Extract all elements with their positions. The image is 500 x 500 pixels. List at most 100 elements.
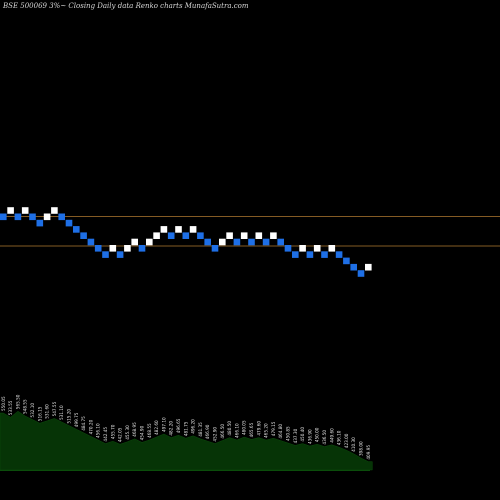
up-brick [21,207,29,214]
down-brick [284,245,292,252]
volume-label: 516.15 [37,406,42,421]
volume-label: 468.95 [132,422,137,437]
up-brick [365,263,372,271]
volume-label: 466.90 [205,424,210,439]
up-brick [7,207,14,214]
down-brick [357,270,365,277]
volume-label: 550.05 [1,396,6,411]
down-brick [306,251,314,258]
up-brick [153,232,160,239]
volume-label: 465.65 [249,422,254,437]
up-brick [109,245,117,252]
down-brick [0,213,7,221]
up-brick [124,245,131,252]
volume-label: 496.65 [176,418,181,433]
volume-label: 533.55 [8,400,13,415]
down-brick [248,238,255,246]
volume-label: 468.55 [147,423,152,438]
down-brick [65,219,73,227]
up-brick [240,232,248,239]
volume-label: 398.00 [359,441,364,456]
volume-label: 481.35 [198,422,203,437]
down-brick [116,251,124,258]
volume-label: 455.70 [110,424,115,439]
volume-label: 423.00 [344,433,349,448]
down-brick [343,257,350,265]
volume-label: 409.95 [366,445,371,460]
volume-label: 450.85 [286,426,291,441]
down-brick [102,251,109,258]
volume-label: 481.75 [183,421,188,436]
up-brick [328,245,336,252]
volume-label: 455.30 [125,425,130,440]
up-brick [146,238,153,246]
volume-label: 484.75 [81,416,86,431]
up-brick [255,232,263,239]
volume-label: 499.75 [74,412,79,427]
volume-label: 547.55 [52,401,57,416]
volume-label: 532.10 [30,403,35,418]
up-brick [131,238,138,246]
up-brick [226,232,233,239]
down-brick [233,238,241,246]
volume-label: 436.50 [322,430,327,445]
down-brick [36,219,44,227]
volume-label: 464.80 [278,424,283,439]
volume-label: 454.90 [140,425,145,440]
volume-label: 482.20 [169,421,174,436]
volume-label: 442.05 [118,427,123,442]
down-brick [277,238,284,246]
up-brick [299,245,306,252]
volume-label: 437.30 [293,428,298,443]
volume-label: 531.10 [59,405,64,420]
down-brick [321,251,328,258]
volume-label: 450.40 [300,427,305,442]
up-brick [175,226,182,233]
up-brick [43,213,51,221]
down-brick [204,238,211,246]
volume-label: 456.10 [96,423,101,438]
down-brick [335,251,343,258]
down-brick [211,245,219,252]
volume-label: 480.50 [227,421,232,436]
up-brick [270,232,277,239]
down-brick [29,213,36,221]
volume-label: 436.10 [337,430,342,445]
down-brick [138,245,146,252]
volume-label: 452.90 [213,427,218,442]
volume-label: 466.10 [234,423,239,438]
up-brick [189,226,197,233]
reference-lines [0,216,500,247]
up-brick [219,238,226,246]
renko-bricks [0,207,372,277]
volume-label: 436.90 [307,429,312,444]
volume-label: 531.60 [45,404,50,419]
down-brick [73,226,80,233]
volume-label: 497.10 [161,417,166,432]
volume-label: 410.30 [351,437,356,452]
up-brick [160,226,168,233]
down-brick [58,213,65,221]
volume-label: 470.20 [88,419,93,434]
volume-label: 480.05 [242,420,247,435]
down-brick [350,263,357,271]
volume-label: 479.60 [256,421,261,436]
volume-label: 479.15 [271,421,276,436]
up-brick [313,245,321,252]
down-brick [262,238,270,246]
down-brick [94,245,102,252]
chart-title: BSE 500069 3%~ Closing Daily data Renko … [3,2,249,10]
down-brick [80,232,87,239]
volume-label: 450.00 [315,427,320,442]
down-brick [292,251,299,258]
down-brick [182,232,190,239]
volume-label: 565.50 [15,394,20,409]
volume-label: 465.20 [264,423,269,438]
volume-label: 442.45 [103,427,108,442]
down-brick [14,213,22,221]
up-brick [51,207,58,214]
volume-area [0,410,373,471]
volume-label: 548.55 [23,399,28,414]
volume-labels: 550.05 533.55 565.50 548.55 532.10 516.15 531.… [1,394,371,459]
